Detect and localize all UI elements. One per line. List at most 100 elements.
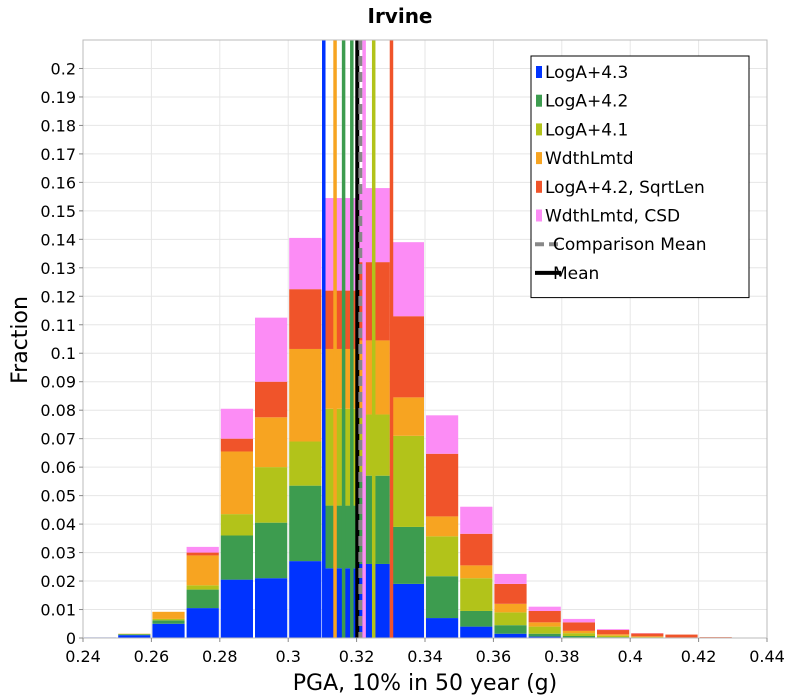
bar-segment xyxy=(255,522,288,579)
bar-segment xyxy=(289,289,322,349)
y-tick-label: 0.08 xyxy=(40,401,76,420)
bar-segment xyxy=(289,561,322,638)
bar-segment xyxy=(597,635,630,638)
y-tick-label: 0.18 xyxy=(40,116,76,135)
bar-segment xyxy=(631,636,664,638)
y-tick-label: 0.01 xyxy=(40,601,76,620)
y-tick-label: 0.11 xyxy=(40,316,76,335)
bar-segment xyxy=(255,317,288,382)
y-tick-label: 0 xyxy=(66,629,76,648)
bar-segment xyxy=(289,485,322,562)
bar-segment xyxy=(528,622,561,627)
bar-segment xyxy=(597,630,630,635)
y-tick-label: 0.2 xyxy=(51,59,76,78)
bar-segment xyxy=(562,636,595,638)
bar-segment xyxy=(494,625,527,634)
bar-segment xyxy=(186,608,219,638)
bar-segment xyxy=(562,622,595,631)
bar-segment xyxy=(152,611,185,619)
legend-swatch xyxy=(536,123,542,136)
bar-segment xyxy=(460,506,493,534)
x-axis-ticks: 0.24 0.26 0.28 0.3 0.32 0.34 0.36 0.38 0.4 0.42 0.… xyxy=(65,638,785,666)
bar-segment xyxy=(528,606,561,611)
bar-segment xyxy=(391,397,424,436)
mean-lines xyxy=(322,40,394,638)
legend-swatch xyxy=(536,152,542,165)
bar-segment xyxy=(118,635,151,638)
bar-segment xyxy=(460,565,493,579)
legend-label: WdthLmtd, CSD xyxy=(545,207,680,227)
bar-segment xyxy=(528,610,561,623)
bar-segment xyxy=(391,242,424,317)
y-axis-title: Fraction xyxy=(8,296,33,384)
bar-segment xyxy=(220,438,253,452)
bar-segment xyxy=(494,612,527,626)
bar-segment xyxy=(391,316,424,398)
y-tick-label: 0.14 xyxy=(40,230,76,249)
y-tick-label: 0.06 xyxy=(40,458,76,477)
y-tick-label: 0.19 xyxy=(40,88,76,107)
bar-segment xyxy=(597,634,630,636)
legend-label: LogA+4.3 xyxy=(545,63,628,83)
bar-segment xyxy=(255,417,288,468)
bar-segment xyxy=(255,381,288,418)
x-tick-label: 0.32 xyxy=(339,647,375,666)
bar-segment xyxy=(152,623,185,638)
bar-segment xyxy=(665,634,698,638)
bar-segment xyxy=(562,618,595,623)
x-axis-title: PGA, 10% in 50 year (g) xyxy=(293,671,557,696)
legend-label: LogA+4.2, SqrtLen xyxy=(545,178,705,198)
bar-segment xyxy=(631,637,664,638)
x-tick-label: 0.38 xyxy=(544,647,580,666)
legend-swatch xyxy=(536,209,542,222)
bar-segment xyxy=(460,533,493,566)
bar-segment xyxy=(220,579,253,638)
legend: LogA+4.3 LogA+4.2 LogA+4.1 WdthLmtd LogA+4.2… xyxy=(530,55,750,299)
legend-label: Comparison Mean xyxy=(553,235,707,255)
x-tick-label: 0.28 xyxy=(202,647,238,666)
bar-segment xyxy=(562,630,595,634)
y-tick-label: 0.02 xyxy=(40,572,76,591)
bar-segment xyxy=(426,516,459,537)
y-tick-label: 0.16 xyxy=(40,173,76,192)
bar-segment xyxy=(426,415,459,454)
x-tick-label: 0.26 xyxy=(134,647,170,666)
bar-segment xyxy=(289,237,322,290)
bar-segment xyxy=(289,348,322,442)
bar-segment xyxy=(460,578,493,611)
bar-segment xyxy=(186,589,219,609)
bar-segment xyxy=(152,618,185,621)
bar-segment xyxy=(255,578,288,638)
x-tick-label: 0.34 xyxy=(407,647,443,666)
bar-segment xyxy=(460,610,493,627)
bar-segment xyxy=(597,637,630,638)
x-tick-label: 0.36 xyxy=(476,647,512,666)
bar-segment xyxy=(220,451,253,515)
bar-segment xyxy=(220,514,253,536)
bar-segment xyxy=(528,636,561,638)
bar-segment xyxy=(391,526,424,584)
y-tick-label: 0.09 xyxy=(40,373,76,392)
bar-segment xyxy=(289,441,322,486)
y-tick-label: 0.03 xyxy=(40,544,76,563)
bar-segment xyxy=(528,626,561,634)
bar-segment xyxy=(186,552,219,556)
bar-segment xyxy=(220,535,253,580)
bar-segment xyxy=(391,435,424,527)
y-tick-label: 0.07 xyxy=(40,430,76,449)
bar-segment xyxy=(426,536,459,577)
legend-box xyxy=(530,55,750,299)
x-tick-label: 0.42 xyxy=(681,647,717,666)
bar-segment xyxy=(494,603,527,613)
bar-segment xyxy=(460,626,493,638)
bar-segment xyxy=(118,634,151,636)
bar-segment xyxy=(186,585,219,590)
bar-segment xyxy=(528,633,561,637)
bar-segment xyxy=(186,555,219,586)
y-tick-label: 0.13 xyxy=(40,259,76,278)
legend-label: Mean xyxy=(553,264,599,284)
y-tick-label: 0.1 xyxy=(51,344,76,363)
bar-segment xyxy=(391,583,424,638)
bar-segment xyxy=(494,633,527,638)
y-tick-label: 0.04 xyxy=(40,515,76,534)
